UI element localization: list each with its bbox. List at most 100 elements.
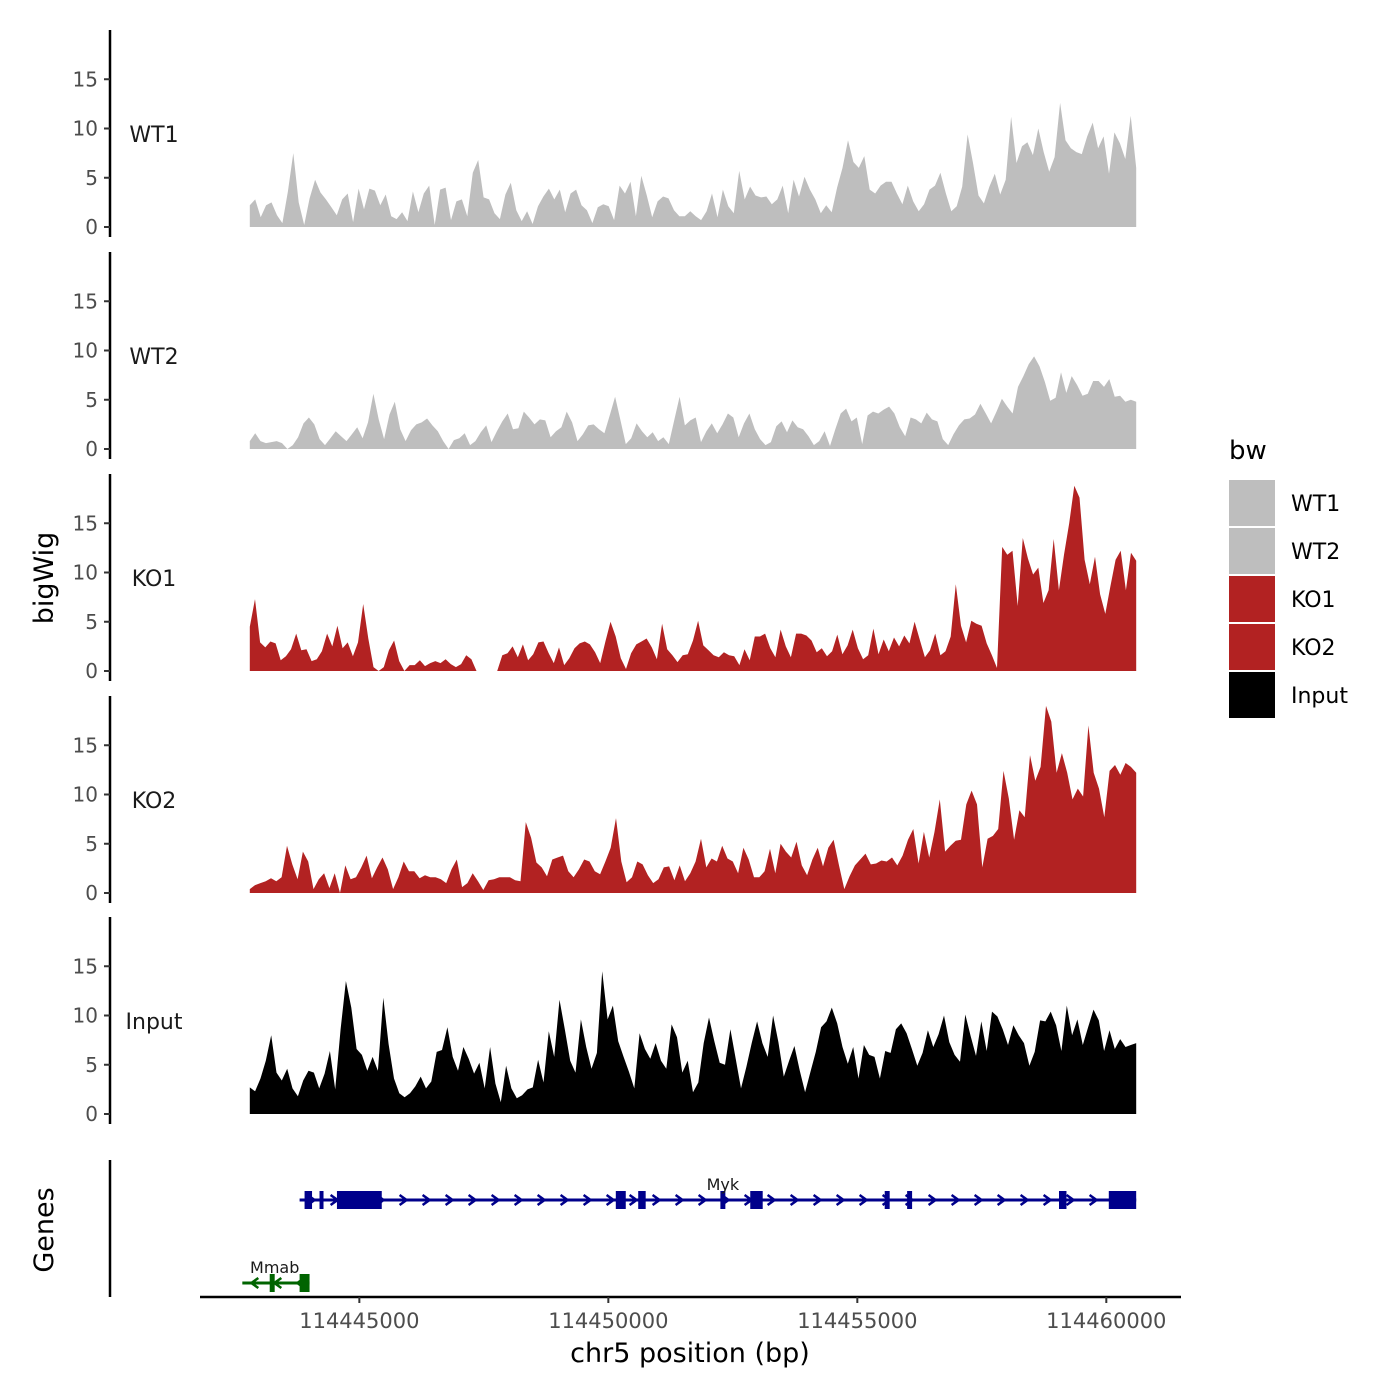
legend-swatch <box>1229 480 1275 526</box>
legend-label: KO1 <box>1291 588 1336 613</box>
strand-arrow <box>1088 1193 1099 1207</box>
strand-arrow <box>628 1193 639 1207</box>
track-label: KO2 <box>132 789 177 814</box>
track-wt1: 0 5 10 15 WT1 <box>73 30 1137 239</box>
strand-arrow <box>398 1193 409 1207</box>
y-tick-label: 5 <box>85 166 98 190</box>
legend-entry-wt1: WT1 <box>1229 480 1340 526</box>
track-label: KO1 <box>132 567 177 592</box>
legend-entry-input: Input <box>1229 672 1348 718</box>
exon-block <box>638 1191 646 1209</box>
genes-axis-label: Genes <box>29 1187 60 1272</box>
y-tick-label: 5 <box>85 388 98 412</box>
strand-arrow <box>1019 1193 1030 1207</box>
x-tick-label: 114460000 <box>1046 1309 1166 1333</box>
strand-arrow <box>973 1193 984 1207</box>
strand-arrow <box>559 1193 570 1207</box>
strand-arrow <box>421 1193 432 1207</box>
strand-arrow <box>582 1193 593 1207</box>
exon-block <box>907 1191 913 1209</box>
strand-arrow <box>1042 1193 1053 1207</box>
exon-block <box>1108 1191 1137 1209</box>
y-tick-label: 0 <box>85 1102 98 1126</box>
track-wt2: 0 5 10 15 WT2 <box>73 252 1137 461</box>
strand-arrow <box>789 1193 800 1207</box>
exon-block <box>1058 1191 1067 1209</box>
exon-block <box>336 1191 382 1209</box>
legend-label: KO2 <box>1291 636 1336 661</box>
track-ko1: 0 5 10 15 KO1 <box>73 474 1137 683</box>
legend-entry-ko1: KO1 <box>1229 576 1336 622</box>
y-tick-label: 5 <box>85 1053 98 1077</box>
legend-swatch <box>1229 672 1275 718</box>
legend: bw WT1 WT2 KO1 KO2 Input <box>1229 436 1348 718</box>
strand-arrow <box>605 1193 616 1207</box>
exon-block <box>269 1274 275 1292</box>
legend-label: Input <box>1291 684 1348 709</box>
y-tick-label: 15 <box>73 733 98 757</box>
track-ko2: 0 5 10 15 KO2 <box>73 696 1137 905</box>
track-label: WT2 <box>129 345 178 370</box>
strand-arrow <box>697 1193 708 1207</box>
legend-entry-wt2: WT2 <box>1229 528 1340 574</box>
y-axis-label: bigWig <box>29 532 60 625</box>
y-tick-label: 0 <box>85 881 98 905</box>
strand-arrow <box>996 1193 1007 1207</box>
y-tick-label: 15 <box>73 67 98 91</box>
strand-arrow <box>513 1193 524 1207</box>
strand-arrow <box>858 1193 869 1207</box>
strand-arrow <box>812 1193 823 1207</box>
strand-arrow <box>444 1193 455 1207</box>
x-axis: 114445000 114450000 114455000 114460000 <box>200 1295 1181 1333</box>
strand-arrow <box>249 1276 260 1290</box>
strand-arrow <box>651 1193 662 1207</box>
legend-swatch <box>1229 624 1275 670</box>
exon-block <box>615 1191 626 1209</box>
signal-area-wt2 <box>249 356 1137 449</box>
gene-myk: Myk <box>299 1175 1137 1209</box>
exon-block <box>319 1191 324 1209</box>
y-tick-label: 15 <box>73 511 98 535</box>
x-tick-label: 114450000 <box>548 1309 668 1333</box>
y-tick-label: 15 <box>73 289 98 313</box>
exon-block <box>750 1191 763 1209</box>
signal-area-wt1 <box>249 102 1137 227</box>
y-tick-label: 0 <box>85 215 98 239</box>
x-tick-label: 114455000 <box>797 1309 917 1333</box>
strand-arrow <box>467 1193 478 1207</box>
track-input: 0 5 10 15 Input <box>73 917 1137 1126</box>
y-tick-label: 10 <box>73 339 98 363</box>
gene-name-label: Mmab <box>250 1258 299 1277</box>
strand-arrow <box>950 1193 961 1207</box>
exon-block <box>720 1191 726 1209</box>
y-tick-label: 5 <box>85 832 98 856</box>
x-axis-label: chr5 position (bp) <box>570 1338 810 1369</box>
y-tick-label: 10 <box>73 561 98 585</box>
y-tick-label: 0 <box>85 659 98 683</box>
y-tick-label: 5 <box>85 610 98 634</box>
gene-name-label: Myk <box>707 1175 740 1194</box>
genes-panel: Myk Mmab <box>108 1160 1137 1297</box>
y-tick-label: 15 <box>73 954 98 978</box>
signal-area-ko1 <box>249 485 1137 671</box>
legend-label: WT1 <box>1291 492 1340 517</box>
signal-area-ko2 <box>249 705 1137 893</box>
legend-swatch <box>1229 528 1275 574</box>
legend-title: bw <box>1229 436 1267 466</box>
strand-arrow <box>1065 1193 1076 1207</box>
exon-block <box>304 1191 313 1209</box>
y-tick-label: 0 <box>85 437 98 461</box>
gene-mmab: Mmab <box>242 1258 310 1292</box>
strand-arrow <box>674 1193 685 1207</box>
signal-area-input <box>249 971 1137 1114</box>
signal-tracks: 0 5 10 15 WT1 0 5 10 15 WT2 0 5 10 15 KO1 0 5 10 15 KO2 0 5 10… <box>73 30 1137 1126</box>
exon-block <box>299 1274 310 1292</box>
y-tick-label: 10 <box>73 783 98 807</box>
exon-block <box>884 1191 890 1209</box>
legend-label: WT2 <box>1291 540 1340 565</box>
strand-arrow <box>766 1193 777 1207</box>
track-label: Input <box>126 1010 183 1035</box>
legend-entry-ko2: KO2 <box>1229 624 1336 670</box>
strand-arrow <box>927 1193 938 1207</box>
